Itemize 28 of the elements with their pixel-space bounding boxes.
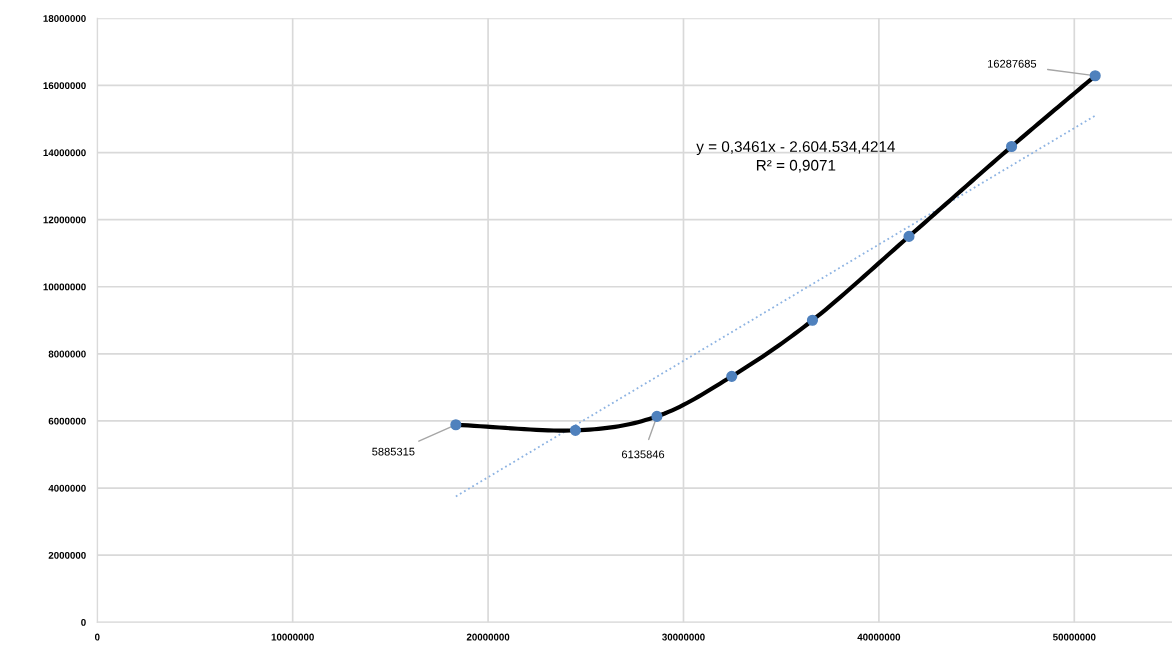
y-tick-label: 12000000 (43, 216, 86, 224)
point (569, 424, 581, 436)
x-tick-label: 20000000 (466, 633, 510, 641)
point (1089, 70, 1101, 82)
point (1006, 140, 1018, 153)
y-tick-label: 18000000 (43, 15, 86, 22)
point (806, 314, 819, 326)
data-label: 16287685 (988, 59, 1037, 68)
y-tick-label: 6000000 (48, 417, 86, 425)
x-tick-label: 0 (94, 633, 100, 641)
point (726, 370, 738, 382)
point (450, 419, 462, 431)
x-tick-label: 30000000 (662, 633, 705, 641)
point (903, 230, 915, 242)
y-tick-label: 10000000 (43, 283, 86, 291)
data-label: 5885315 (372, 447, 415, 456)
x-tick-label: 10000000 (271, 633, 314, 641)
x-tick-label: 50000000 (1052, 633, 1096, 641)
y-tick-label: 2000000 (48, 551, 86, 559)
y-tick-label: 14000000 (43, 149, 86, 157)
annotation: y = 0,3461x - 2.604.534,4214 R² = 0,9071 (696, 141, 895, 173)
x-tick-label: 40000000 (857, 633, 901, 641)
y-tick-label: 0 (81, 618, 86, 626)
y-tick-label: 16000000 (43, 82, 86, 90)
y-tick-label: 4000000 (48, 484, 86, 492)
data-label: 6135846 (621, 450, 665, 459)
point (651, 410, 663, 422)
y-tick-label: 8000000 (48, 350, 86, 358)
